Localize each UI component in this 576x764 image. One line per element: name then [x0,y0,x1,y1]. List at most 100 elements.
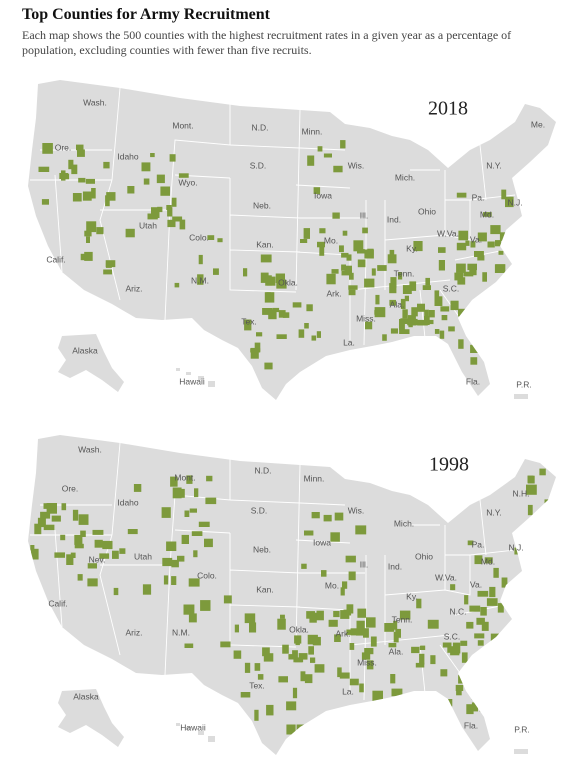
state-label: Ala. [389,646,404,656]
county [434,329,440,334]
county [513,579,521,586]
county [339,672,350,679]
county [419,645,426,650]
state-label: Ore. [62,483,79,493]
county [323,514,332,522]
county [411,646,420,654]
county [298,329,305,338]
county [72,509,79,521]
county [355,525,367,535]
county [356,628,364,636]
county [59,173,68,179]
state-label: Neb. [253,200,271,210]
county [60,534,66,541]
county [469,264,477,276]
county [477,640,484,646]
state-label: Hawaii [179,376,205,386]
county [411,307,418,317]
county [467,540,474,546]
county [319,246,325,256]
county [194,488,199,498]
county [427,619,439,629]
header: Top Counties for Army Recruitment Each m… [22,6,562,58]
county [217,238,223,243]
county [430,655,436,665]
county [497,285,502,292]
state-label: Mont. [174,472,195,482]
state-label: P.R. [514,724,529,734]
county [505,196,514,208]
county [316,331,321,338]
county [30,545,35,551]
county [477,255,485,261]
state-label: Fla. [464,720,478,730]
county [490,225,501,235]
county [188,578,200,587]
county [76,144,84,151]
county [454,272,464,281]
county [184,510,190,517]
county [497,603,504,613]
state-label: Colo. [189,232,209,242]
county [264,362,273,370]
county [175,488,185,498]
state-label: N.D. [252,122,269,132]
county [265,276,276,286]
county [341,264,346,271]
county [455,684,464,691]
county [326,273,336,285]
county [366,660,374,670]
county [477,590,489,597]
county [87,578,98,587]
county [288,654,294,660]
county [308,646,314,655]
county [481,621,489,631]
county [282,312,290,318]
map-2018 [28,80,556,400]
county [106,192,116,201]
county [170,476,178,487]
county [276,279,287,289]
county [342,581,348,589]
state-label: Neb. [253,544,271,554]
county [54,552,65,558]
county [244,662,251,673]
county [51,515,61,522]
county [518,239,525,244]
county [286,701,297,711]
county [391,688,403,697]
county [438,260,445,271]
county [38,166,50,172]
county [277,618,286,630]
county [213,268,219,275]
state-label: S.C. [443,283,460,293]
state-label: Fla. [466,376,480,386]
county [361,652,371,660]
county [304,674,313,684]
county [178,173,189,178]
county [399,610,411,620]
county [207,235,215,240]
county [389,283,397,294]
county [171,576,177,585]
county [363,628,369,638]
county [87,563,97,569]
state-label: Utah [134,551,152,561]
county [340,587,345,596]
county [268,309,277,320]
county [198,254,203,265]
state-label: Tex. [241,316,257,326]
county [294,635,302,644]
county [457,277,466,285]
county [181,534,189,544]
state-label: Tenn. [394,268,415,278]
county [278,676,288,683]
county [263,653,274,662]
county [161,507,171,518]
state-label: Md. [480,209,494,219]
county [474,633,485,639]
county [304,323,309,329]
county [384,623,395,632]
county [186,475,193,484]
county [262,647,270,657]
